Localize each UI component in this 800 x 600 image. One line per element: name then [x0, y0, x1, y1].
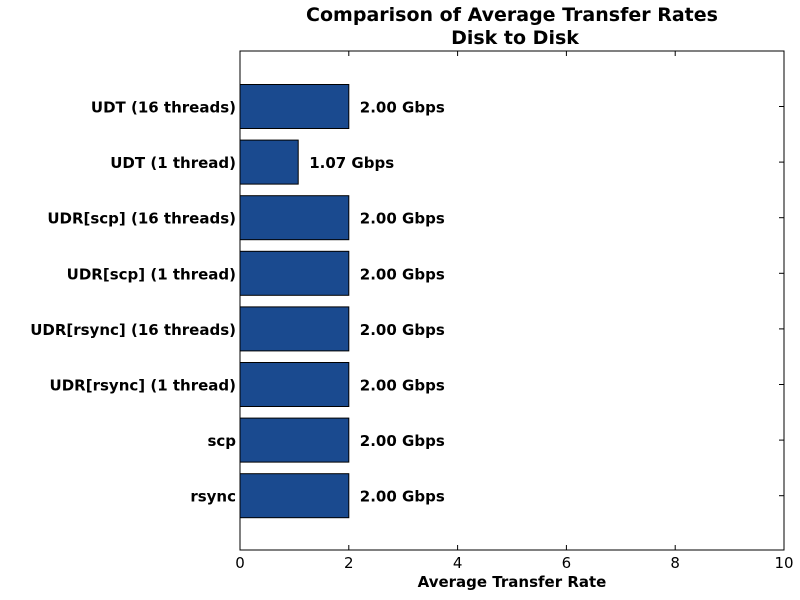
category-label: rsync: [190, 488, 236, 506]
x-tick-label: 2: [344, 554, 354, 572]
value-label: 1.07 Gbps: [309, 154, 394, 172]
value-label: 2.00 Gbps: [360, 432, 445, 450]
category-label: UDR[rsync] (16 threads): [30, 321, 236, 339]
plot-area: UDT (16 threads) 2.00 Gbps UDT (1 thread) 1…: [30, 50, 794, 572]
value-label: 2.00 Gbps: [360, 265, 445, 283]
bar: [239, 139, 299, 185]
category-label: UDT (16 threads): [91, 99, 236, 117]
category-label: UDR[scp] (16 threads): [47, 210, 236, 228]
x-tick-label: 6: [562, 554, 572, 572]
category-label: UDT (1 thread): [110, 154, 236, 172]
x-tick-label: 10: [774, 554, 793, 572]
bar: [239, 84, 350, 129]
plot-frame: [239, 50, 785, 551]
value-label: 2.00 Gbps: [360, 377, 445, 395]
bar: [239, 473, 350, 519]
category-label: scp: [207, 432, 236, 450]
bar: [239, 306, 350, 352]
bar: [239, 195, 350, 241]
x-tick-label: 8: [670, 554, 680, 572]
value-label: 2.00 Gbps: [360, 321, 445, 339]
chart-title: Comparison of Average Transfer Rates: [306, 4, 718, 26]
chart-subtitle: Disk to Disk: [451, 27, 579, 49]
category-label: UDR[rsync] (1 thread): [50, 377, 236, 395]
x-tick-label: 0: [235, 554, 245, 572]
bar: [239, 250, 350, 296]
bar: [239, 362, 350, 407]
x-tick-label: 4: [453, 554, 463, 572]
bar: [239, 417, 350, 463]
value-label: 2.00 Gbps: [360, 99, 445, 117]
value-label: 2.00 Gbps: [360, 488, 445, 506]
x-axis-label: Average Transfer Rate: [418, 573, 607, 591]
category-label: UDR[scp] (1 thread): [67, 265, 236, 283]
value-label: 2.00 Gbps: [360, 210, 445, 228]
